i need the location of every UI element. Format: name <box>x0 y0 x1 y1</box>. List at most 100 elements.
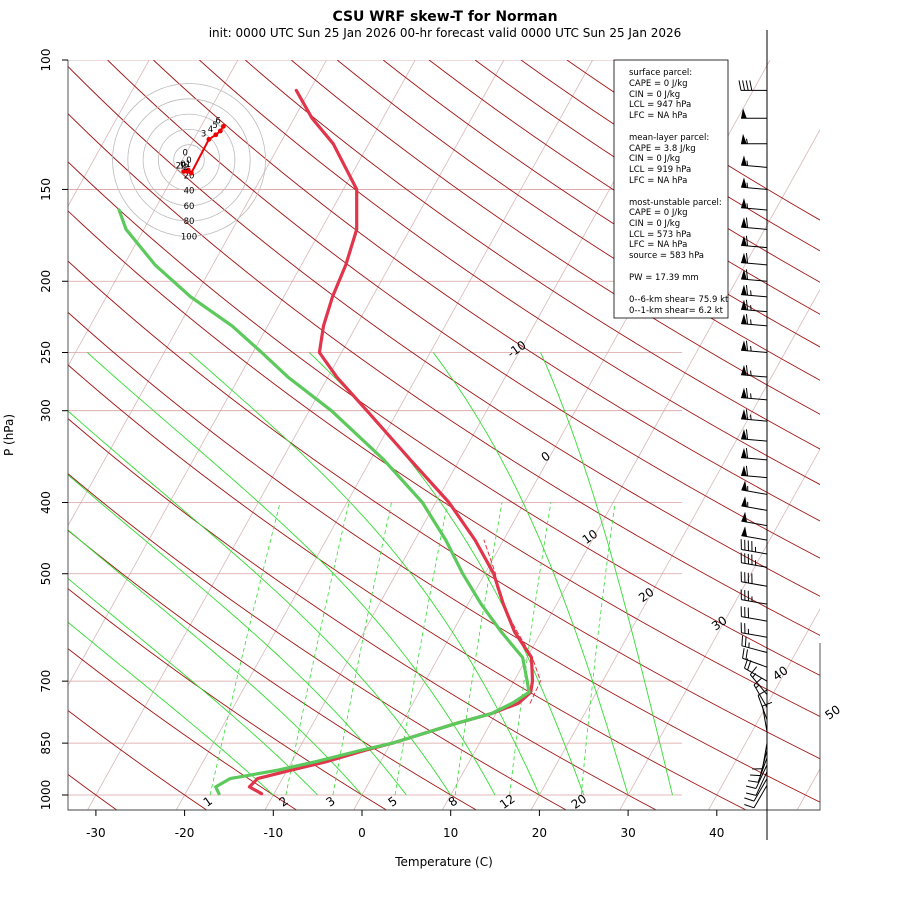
wind-barb <box>741 429 768 442</box>
legend-surface-lcl: LCL = 947 hPa <box>629 100 691 110</box>
wind-barb <box>741 299 768 313</box>
wind-barb-shaft <box>741 548 768 555</box>
wind-barb <box>741 177 768 190</box>
background-lines <box>68 60 820 810</box>
wind-barb <box>761 701 773 732</box>
temperature-tick-label: 20 <box>532 826 547 840</box>
legend-shear-01: 0--1-km shear= 6.2 kt <box>629 306 724 316</box>
wind-barb <box>742 648 768 668</box>
moist-adiabat <box>432 352 629 796</box>
axis-frame <box>67 60 821 811</box>
wind-barb-full <box>745 217 749 228</box>
pressure-tick-label: 1000 <box>39 780 53 811</box>
wind-barb-full <box>745 785 757 789</box>
wind-barb-shaft <box>741 535 768 541</box>
hodograph-ring <box>157 128 220 191</box>
hodograph-ring-label: 100 <box>181 233 197 243</box>
wind-barb-shaft <box>741 262 768 266</box>
isotherm-label: 10 <box>580 527 601 547</box>
wind-barb-half <box>750 370 752 376</box>
wind-barb-half <box>750 305 752 311</box>
moist-adiabat <box>68 621 274 796</box>
mixing-ratio-line <box>394 502 449 796</box>
wind-barb <box>741 313 768 327</box>
legend-box <box>613 59 729 319</box>
pressure-tick-label: 200 <box>39 270 53 293</box>
wind-barb-flag <box>741 299 747 310</box>
hodograph-ring <box>127 98 251 222</box>
wind-barb <box>747 757 768 783</box>
hodograph-point-label: 29 <box>176 161 187 171</box>
wind-barb-shaft <box>741 278 768 282</box>
hodograph-ring-label: 40 <box>184 187 195 197</box>
wind-barb-flag <box>741 465 747 476</box>
pressure-tick-label: 700 <box>39 670 53 693</box>
isotherm-line <box>442 128 820 810</box>
wind-barb-full <box>745 409 749 420</box>
temperature-tick-label: -20 <box>175 826 195 840</box>
wind-barb-flag <box>741 480 748 491</box>
wind-barb <box>741 252 768 266</box>
wind-barb <box>741 465 768 479</box>
wind-barb-full <box>738 80 742 91</box>
pressure-tick-label: 150 <box>39 178 53 201</box>
wind-barb-shaft <box>741 164 768 168</box>
wind-barb-half <box>746 182 749 188</box>
dry-adiabat <box>336 60 820 381</box>
wind-barb-shaft <box>741 226 768 230</box>
wind-barb-full <box>745 365 749 376</box>
dry-adiabat <box>107 60 820 559</box>
wind-barb-flag <box>741 387 747 399</box>
isotherm-line <box>68 60 327 527</box>
dry-adiabat <box>68 773 117 810</box>
dry-adiabat <box>68 113 820 636</box>
dry-adiabat <box>68 65 820 597</box>
wind-barb-full <box>745 649 748 660</box>
wind-barb-full <box>745 252 749 264</box>
isotherm-label: 50 <box>822 702 843 722</box>
pressure-tick-label: 300 <box>39 399 53 422</box>
dry-adiabat <box>291 60 820 415</box>
wind-barb <box>744 778 768 802</box>
wind-barb-half <box>750 290 752 296</box>
wind-barb-flag <box>741 108 747 119</box>
wind-barb-shaft <box>741 599 768 605</box>
mixing-ratio-line <box>509 502 552 796</box>
isotherm-label: 30 <box>709 613 730 633</box>
hodograph-ring <box>112 83 266 237</box>
dry-adiabat <box>68 210 820 718</box>
x-axis-label: Temperature (C) <box>394 855 493 869</box>
wind-barb-full <box>744 804 755 809</box>
wind-barb <box>753 677 768 708</box>
mixing-ratio-label: 5 <box>386 794 400 810</box>
wind-barb <box>740 552 768 568</box>
wind-barb-shaft <box>741 418 768 422</box>
y-axis-label: P (hPa) <box>2 414 16 456</box>
wind-barb <box>744 785 768 809</box>
wind-barb-shaft <box>741 438 768 442</box>
isotherm-line <box>796 768 820 810</box>
chart-subtitle: init: 0000 UTC Sun 25 Jan 2026 00-hr for… <box>209 26 682 40</box>
wind-barb-shaft <box>753 684 768 708</box>
wind-barb <box>741 447 768 461</box>
wind-barb <box>745 771 768 796</box>
wind-barb-half <box>746 203 749 209</box>
wind-barb-flag <box>741 496 748 507</box>
hodograph-point-label: 3 <box>201 129 206 139</box>
wind-barb-flag <box>741 133 747 144</box>
wind-barb-flag <box>741 235 747 246</box>
wind-barb-flag <box>741 177 747 188</box>
wind-barb-flag <box>741 340 747 351</box>
dry-adiabat <box>428 60 820 315</box>
hodograph-point <box>185 169 190 174</box>
wind-barb-flag <box>741 269 747 280</box>
wind-barb-flag <box>741 511 748 523</box>
mixing-ratio-label: 2 <box>276 794 290 810</box>
wind-barb-shaft <box>741 632 768 638</box>
wind-barb-shaft <box>742 657 768 668</box>
wind-barb-shaft <box>759 750 768 776</box>
legend-mu-cape: CAPE = 0 J/kg <box>629 208 688 218</box>
